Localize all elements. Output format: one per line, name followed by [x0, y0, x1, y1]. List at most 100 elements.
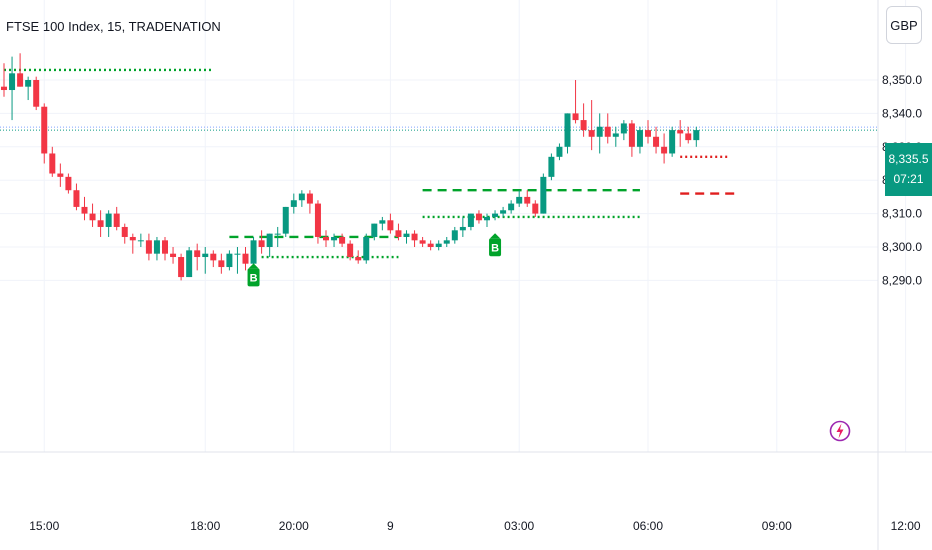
candle [604, 113, 611, 144]
candle-body [612, 133, 619, 137]
price-tick-label: 8,350.0 [882, 73, 922, 87]
candle-body [645, 130, 651, 137]
candle [65, 173, 72, 194]
candle-body [435, 243, 442, 247]
candle-body [186, 250, 193, 278]
candle-body [636, 130, 643, 147]
candle [49, 146, 56, 177]
candle-body [492, 213, 499, 217]
candle-body [403, 233, 410, 237]
time-axis: 15:00 18:00 20:00 9 03:00 06:00 09:00 12:00 [29, 519, 921, 533]
time-tick-label: 03:00 [504, 519, 534, 533]
candle-body [339, 236, 346, 244]
candle-body [97, 220, 104, 227]
candle [266, 233, 273, 258]
candle [137, 233, 144, 247]
candle-body [443, 240, 450, 244]
candle [347, 240, 354, 261]
signal-badge [247, 268, 260, 287]
candle [274, 226, 281, 247]
candle-body [49, 153, 56, 174]
candle [669, 126, 676, 157]
candle [105, 210, 112, 237]
candle-body [137, 240, 144, 242]
candle [572, 80, 579, 124]
candle [427, 240, 434, 251]
candle [186, 247, 193, 278]
candle-body [548, 156, 555, 177]
candle [484, 213, 490, 227]
candle-body [604, 126, 611, 137]
candle-body [516, 196, 523, 204]
candle [242, 247, 249, 271]
candle [403, 230, 410, 244]
candle-body [218, 260, 225, 268]
candle [371, 223, 378, 241]
candle-body [234, 253, 241, 255]
candle-body [73, 190, 80, 207]
candle-body [661, 146, 668, 154]
candle [218, 253, 225, 274]
candle [395, 223, 402, 241]
candle [451, 226, 458, 244]
candle [282, 206, 289, 237]
candle [290, 193, 297, 214]
candle-body [9, 73, 16, 91]
price-tick-label: 8,290.0 [882, 273, 922, 287]
candle [145, 233, 152, 261]
candle-body [41, 106, 48, 154]
candle-body [162, 240, 168, 254]
candle [693, 126, 700, 147]
candle-body [379, 220, 386, 224]
candle-body [387, 220, 394, 231]
candle [628, 120, 635, 157]
chart-title: FTSE 100 Index, 15, TRADENATION [6, 19, 221, 34]
candle-body [620, 123, 627, 134]
candle-body [467, 213, 474, 227]
candle [121, 223, 128, 244]
candle-body [395, 230, 402, 237]
candle [411, 230, 418, 247]
candle [516, 190, 523, 207]
candle [379, 216, 386, 231]
candlesticks [1, 53, 700, 281]
candle-body [508, 203, 515, 211]
candle-body [677, 130, 684, 134]
lightning-bolt-icon[interactable] [829, 417, 851, 445]
candle [339, 233, 346, 247]
candle-body [371, 223, 378, 237]
candle-body [331, 236, 338, 241]
candle [548, 153, 555, 181]
candle-body [113, 213, 120, 227]
candle [492, 210, 499, 221]
candle [97, 210, 104, 237]
currency-button[interactable]: GBP [886, 6, 922, 44]
candle [258, 230, 265, 254]
candle-body [105, 213, 112, 227]
candle-body [556, 146, 563, 157]
candle-body [355, 257, 362, 261]
candle [508, 200, 515, 214]
candle [612, 126, 619, 147]
candle-body [314, 203, 321, 237]
candle [226, 250, 233, 271]
candle-body [475, 213, 482, 221]
price-tick-label: 8,340.0 [882, 106, 922, 120]
candle-body [419, 240, 426, 244]
candle [9, 56, 16, 121]
candle-body [323, 236, 329, 241]
candle [459, 216, 466, 237]
candle-body [459, 226, 466, 231]
candle-body [1, 86, 7, 91]
candle-body [178, 257, 185, 278]
candle [202, 247, 209, 274]
candle-body [298, 193, 305, 201]
candle [234, 247, 241, 274]
candle [524, 190, 531, 207]
signal-arrow [490, 233, 501, 239]
candle [210, 250, 217, 268]
last-price-label: 8,335.5 07:21 [885, 143, 932, 196]
candle [636, 126, 643, 154]
candle [1, 63, 7, 97]
